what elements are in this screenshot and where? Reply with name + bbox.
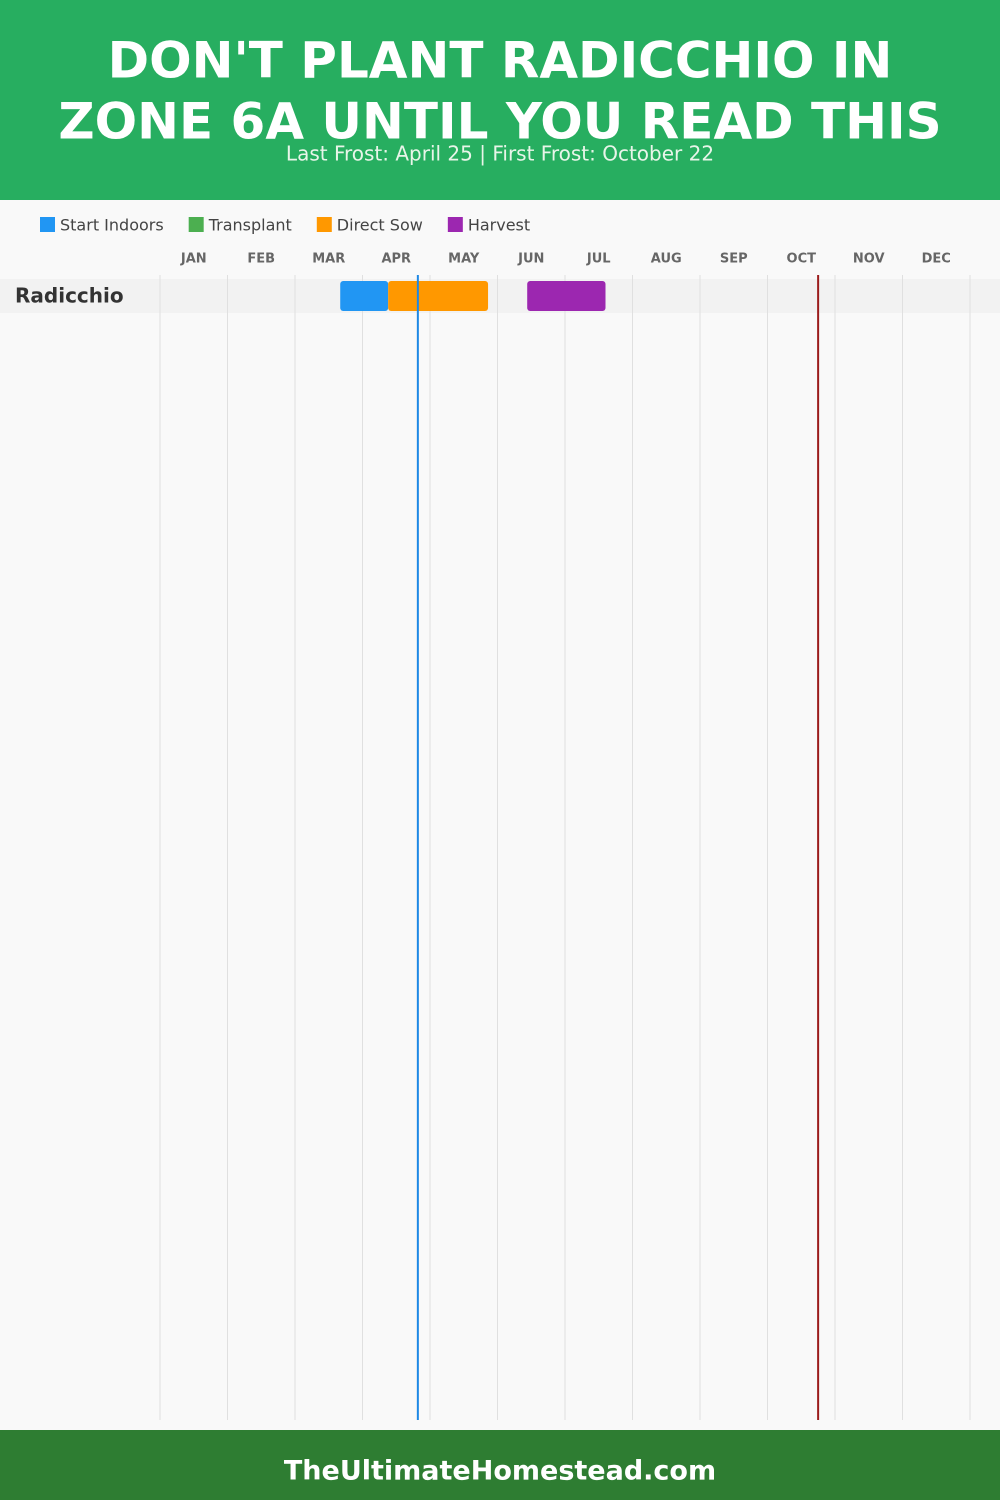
legend-swatch bbox=[188, 217, 204, 232]
x-tick-label: AUG bbox=[651, 252, 682, 267]
x-tick-label: APR bbox=[381, 252, 411, 267]
footer bbox=[0, 1430, 1000, 1500]
x-tick-label: DEC bbox=[922, 252, 951, 267]
chart-title: DON'T PLANT RADICCHIO IN bbox=[108, 32, 893, 90]
bar bbox=[527, 281, 606, 311]
legend-label: Start Indoors bbox=[60, 216, 164, 235]
x-tick-label: NOV bbox=[853, 252, 885, 267]
bar bbox=[388, 281, 489, 311]
x-tick-label: JUL bbox=[586, 252, 611, 267]
x-tick-label: OCT bbox=[787, 252, 817, 267]
legend-label: Direct Sow bbox=[337, 216, 423, 235]
x-tick-label: SEP bbox=[720, 252, 748, 267]
legend-label: Transplant bbox=[208, 216, 292, 235]
x-tick-label: FEB bbox=[247, 252, 275, 267]
row-band bbox=[0, 279, 1000, 313]
bar bbox=[340, 281, 389, 311]
legend-label: Harvest bbox=[468, 216, 530, 235]
legend-swatch bbox=[447, 217, 463, 232]
chart-subtitle: Last Frost: April 25 | First Frost: Octo… bbox=[286, 142, 714, 166]
x-tick-label: JAN bbox=[180, 252, 207, 267]
footer-text: TheUltimateHomestead.com bbox=[284, 1456, 716, 1487]
chart-title: ZONE 6A UNTIL YOU READ THIS bbox=[58, 93, 941, 151]
x-tick-label: MAY bbox=[448, 252, 480, 267]
x-tick-label: MAR bbox=[312, 252, 345, 267]
legend-swatch bbox=[40, 217, 55, 232]
legend-swatch bbox=[316, 217, 332, 232]
x-tick-label: JUN bbox=[517, 252, 544, 267]
row-label: Radicchio bbox=[15, 284, 124, 308]
header bbox=[0, 0, 1000, 200]
